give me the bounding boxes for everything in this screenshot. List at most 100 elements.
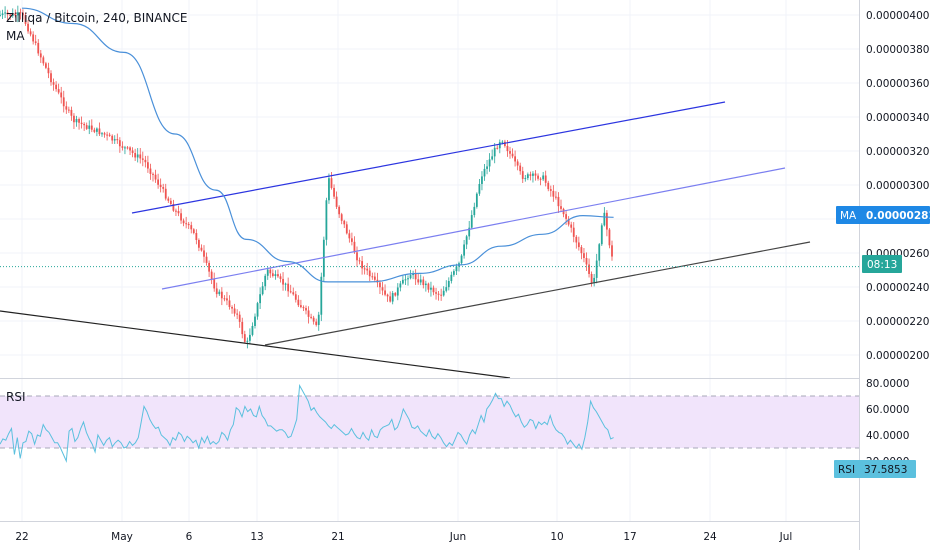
candle-body [218,291,221,295]
channel-middle-line[interactable] [161,167,786,290]
candle-body [363,268,366,270]
candle-body [177,211,180,214]
candle-body [486,166,488,169]
candle-body [154,174,157,180]
time-axis[interactable]: 22 May 6 13 21 Jun 10 17 24 Jul [15,531,792,543]
candle-body [312,317,315,322]
candle-body [73,115,75,123]
candle-body [386,294,389,297]
candle-body [287,283,290,292]
candle-body [47,67,50,74]
candle-body [358,260,361,262]
candle-body [445,287,448,291]
candle-body [356,252,358,261]
candle-body [307,310,310,317]
candle-body [389,296,392,302]
candle-body [475,193,478,207]
candle-body [417,279,420,283]
candle-body [496,147,499,149]
candle-body [305,308,307,311]
candle-body [302,307,305,309]
candle-body [19,12,22,14]
candle-body [488,159,491,167]
candle-body [251,325,254,335]
candle-body [320,276,323,315]
candle-body [567,218,570,225]
candle-body [343,220,346,225]
candle-body [460,255,463,264]
candle-body [208,262,210,272]
rsi-indicator-label[interactable]: RSI [6,390,26,404]
trendlines [0,101,811,379]
candle-body [509,151,511,154]
ma-indicator-label[interactable]: MA [6,29,25,43]
candle-body [93,129,96,132]
candle-body [164,188,167,199]
candle-body [430,287,432,290]
ma-value-tag: MA 0.00000281 [836,206,932,224]
candle-body [348,233,351,239]
candle-body [544,175,547,183]
candle-body [396,287,399,296]
candle-body [29,31,32,35]
candle-body [514,156,516,162]
candle-body [16,12,19,16]
candle-body [205,256,208,263]
candle-body [231,306,233,309]
candle-body [603,212,606,226]
candle-body [366,268,369,271]
candle-body [67,109,70,111]
rsi-tag-value: 37.5853 [864,464,907,476]
candle-body [424,283,427,286]
candle-body [294,294,297,300]
candle-body [195,232,198,240]
candle-body [435,292,437,294]
candle-body [157,179,159,185]
candle-body [6,12,9,15]
price-tick-label: 0.00000320 [866,146,929,158]
candle-body [14,13,17,16]
candle-body [282,278,284,285]
candle-body [351,238,353,242]
candle-body [322,239,325,277]
candle-body [404,279,407,281]
candle-body [470,215,473,228]
candle-body [167,198,170,201]
candle-body [422,279,425,286]
candle-body [379,282,381,288]
time-tick-label: 17 [623,531,636,543]
candle-body [9,14,12,16]
long-term-trendline[interactable] [0,310,511,379]
candle-body [134,152,137,158]
candle-body [271,273,274,277]
candle-body [152,173,154,175]
candle-body [256,303,259,317]
symbol-title[interactable]: Zilliqa / Bitcoin, 240, BINANCE [6,11,187,25]
rsi-band [0,396,859,448]
candle-body [192,229,195,233]
candle-body [580,247,583,254]
candle-body [600,225,603,245]
candle-body [455,266,458,272]
support-trendline[interactable] [264,241,811,346]
candle-body [440,294,443,296]
candle-body [185,223,188,225]
candle-body [493,147,496,157]
price-axis[interactable]: 0.00000400 0.00000380 0.00000360 0.00000340… [866,10,929,362]
candle-body [560,206,562,209]
candle-body [27,23,29,32]
candle-body [598,244,601,261]
candle-body [264,275,267,287]
candle-body [570,224,573,228]
candle-body [261,286,264,295]
candle-body [124,147,126,149]
candle-body [39,53,42,58]
candle-body [147,162,149,169]
candle-body [478,183,481,194]
candle-body [333,187,335,197]
channel-upper-line[interactable] [131,101,726,214]
rsi-tick-label: 80.0000 [866,378,909,390]
candle-body [526,174,529,179]
